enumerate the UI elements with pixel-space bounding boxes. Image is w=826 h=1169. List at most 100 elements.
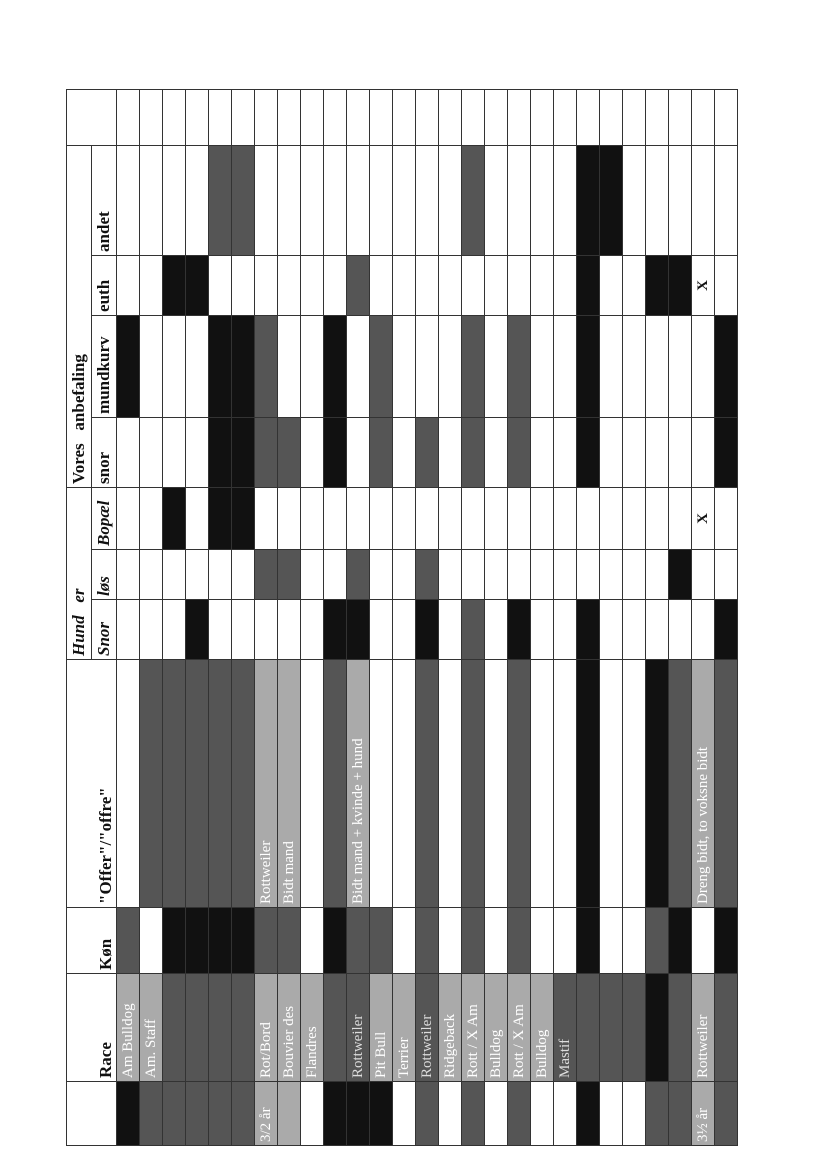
- table-cell: [622, 89, 646, 146]
- table-cell: [691, 549, 715, 600]
- table-cell: [576, 145, 600, 256]
- table-cell: [323, 599, 347, 660]
- table-cell: [392, 417, 416, 488]
- table-cell: [599, 1081, 623, 1146]
- table-cell: Am. Staff: [139, 973, 163, 1082]
- table-cell: [714, 1081, 738, 1146]
- table-cell: [185, 417, 209, 488]
- header-group: Hund er: [66, 487, 92, 660]
- table-cell: [668, 659, 692, 908]
- table-cell: [484, 315, 508, 418]
- table-cell: [392, 487, 416, 550]
- table-cell: Rott / X Am: [507, 973, 531, 1082]
- table-cell: [162, 315, 186, 418]
- table-cell: [300, 315, 324, 418]
- table-cell: [576, 487, 600, 550]
- table-cell: [645, 487, 669, 550]
- table-cell: [277, 145, 301, 256]
- table-cell: [415, 549, 439, 600]
- table-cell: [553, 907, 577, 974]
- table-cell: [714, 145, 738, 256]
- table-cell: [599, 973, 623, 1082]
- table-cell: [162, 89, 186, 146]
- table-cell: [369, 659, 393, 908]
- table-row: 3½ år Rottweiler Dreng bidt, to voksne bid…: [691, 89, 715, 1146]
- table-cell: [576, 89, 600, 146]
- table-cell: [530, 487, 554, 550]
- table-cell: [438, 417, 462, 488]
- table-cell: [599, 487, 623, 550]
- table-cell: [231, 599, 255, 660]
- table-cell: Rottweiler: [254, 659, 278, 908]
- table-cell: [714, 599, 738, 660]
- table-cell: [277, 907, 301, 974]
- table-cell: [668, 907, 692, 974]
- table-cell: [622, 1081, 646, 1146]
- table-cell: [208, 89, 232, 146]
- header-cell: Bopæl: [91, 487, 117, 550]
- table-cell: [714, 417, 738, 488]
- table-row: [645, 89, 669, 1146]
- table-cell: [645, 89, 669, 146]
- table-cell: [461, 659, 485, 908]
- table-cell: [645, 1081, 669, 1146]
- table-cell: [622, 417, 646, 488]
- table: Race Køn "Offer"/"offre" Hund er Vores a…: [66, 89, 738, 1146]
- table-cell: [300, 1081, 324, 1146]
- table-cell: [162, 255, 186, 316]
- table-cell: [185, 659, 209, 908]
- table-cell: [346, 315, 370, 418]
- table-cell: [369, 599, 393, 660]
- table-cell: [622, 487, 646, 550]
- table-cell: [668, 255, 692, 316]
- table-cell: Rottweiler: [415, 973, 439, 1082]
- table-cell: [576, 659, 600, 908]
- table-cell: [576, 599, 600, 660]
- table-cell: [277, 599, 301, 660]
- table-cell: [231, 487, 255, 550]
- table-cell: [139, 659, 163, 908]
- table-cell: [645, 973, 669, 1082]
- table-row: [231, 89, 255, 1146]
- header-cell: mundkurv: [91, 315, 117, 418]
- table-row: Mastif: [553, 89, 577, 1146]
- table-cell: [323, 659, 347, 908]
- table-cell: [300, 255, 324, 316]
- table-cell: [415, 145, 439, 256]
- table-cell: [300, 599, 324, 660]
- table-cell: [645, 255, 669, 316]
- table-cell: [530, 659, 554, 908]
- table-cell: Ridgeback: [438, 973, 462, 1082]
- table-cell: [392, 89, 416, 146]
- table-cell: [277, 487, 301, 550]
- table-cell: [553, 1081, 577, 1146]
- table-cell: [185, 315, 209, 418]
- table-cell: [208, 1081, 232, 1146]
- table-cell: [392, 599, 416, 660]
- table-cell: [599, 315, 623, 418]
- table-cell: [208, 907, 232, 974]
- table-cell: [323, 973, 347, 1082]
- table-cell: [415, 659, 439, 908]
- table-cell: [162, 487, 186, 550]
- table-cell: [507, 315, 531, 418]
- table-cell: [277, 89, 301, 146]
- table-cell: [185, 487, 209, 550]
- table-cell: [553, 659, 577, 908]
- table-cell: [415, 1081, 439, 1146]
- table-cell: [668, 599, 692, 660]
- table-cell: [530, 255, 554, 316]
- table-cell: [645, 549, 669, 600]
- table-cell: [645, 907, 669, 974]
- table-cell: [668, 487, 692, 550]
- table-cell: [392, 659, 416, 908]
- table-cell: [507, 659, 531, 908]
- table-cell: [277, 255, 301, 316]
- table-cell: [622, 599, 646, 660]
- table-cell: [369, 255, 393, 316]
- table-cell: [300, 89, 324, 146]
- table-cell: [139, 89, 163, 146]
- table-cell: [185, 973, 209, 1082]
- table-cell: [415, 487, 439, 550]
- table-cell: [116, 1081, 140, 1146]
